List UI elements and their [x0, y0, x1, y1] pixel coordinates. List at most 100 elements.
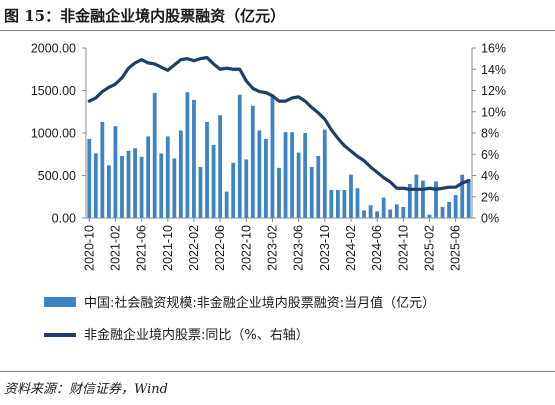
line-series-layer — [87, 55, 471, 191]
bar — [250, 105, 255, 218]
bar — [421, 180, 425, 218]
bar — [316, 155, 321, 218]
figure-title-bar: 图 15：非金融企业境内股票融资（亿元） — [0, 0, 555, 31]
x-tick-label: 2023-10 — [318, 225, 332, 271]
bar — [146, 136, 151, 218]
bar — [172, 158, 177, 218]
bar — [107, 165, 111, 218]
bottom-rule — [0, 371, 555, 372]
x-tick-label: 2020-10 — [82, 225, 96, 271]
bar — [113, 126, 118, 218]
x-tick-label: 2021-06 — [135, 225, 149, 271]
legend: 中国:社会融资规模:非金融企业境内股票融资:当月值（亿元） 非金融企业境内股票:… — [44, 295, 435, 343]
x-tick-label: 2023-02 — [265, 225, 279, 271]
left-tick-label: 500.00 — [38, 169, 76, 183]
bar — [466, 178, 471, 218]
bar — [139, 156, 144, 218]
x-tick-label: 2025-02 — [422, 225, 436, 271]
legend-label-bar: 中国:社会融资规模:非金融企业境内股票融资:当月值（亿元） — [84, 295, 435, 311]
bar — [309, 167, 314, 218]
bar — [427, 214, 432, 218]
right-tick-label: 0% — [481, 212, 499, 226]
right-tick-label: 6% — [481, 148, 499, 162]
bar — [381, 197, 386, 218]
bar — [159, 153, 164, 218]
figure-title: 图 15：非金融企业境内股票融资（亿元） — [4, 7, 286, 25]
x-tick-label: 2023-06 — [292, 225, 306, 271]
x-tick-label: 2024-10 — [396, 225, 410, 271]
axes: 0.00 500.00 1000.00 1500.00 2000.00 0% 2% 4% 6% 8… — [31, 42, 506, 271]
x-tick-label: 2024-06 — [370, 225, 384, 271]
bar — [303, 133, 308, 218]
bar — [388, 209, 393, 218]
bar — [277, 167, 281, 218]
x-tick-label: 2022-06 — [213, 225, 227, 271]
bar — [460, 174, 465, 218]
right-tick-label: 4% — [481, 169, 499, 183]
bar — [447, 201, 451, 218]
bar — [283, 132, 288, 218]
bar — [133, 148, 137, 218]
source-note: 资料来源：财信证券，Wind — [4, 382, 168, 397]
bar — [355, 188, 360, 218]
bar — [126, 150, 131, 218]
bar — [237, 94, 242, 218]
right-tick-label: 16% — [481, 42, 506, 56]
bar — [434, 181, 438, 218]
x-tick-label: 2024-02 — [344, 225, 358, 271]
right-tick-label: 12% — [481, 84, 506, 98]
bar — [185, 92, 190, 218]
left-tick-label: 2000.00 — [31, 42, 76, 56]
bar — [322, 129, 327, 218]
bar — [205, 121, 209, 218]
bar — [335, 189, 340, 218]
chart: 0.00 500.00 1000.00 1500.00 2000.00 0% 2% 4% 6% 8… — [31, 42, 506, 344]
bar — [120, 155, 124, 218]
bar — [192, 99, 196, 218]
bar — [198, 167, 203, 218]
bar — [401, 206, 406, 218]
bar — [375, 211, 380, 218]
x-tick-label: 2021-02 — [108, 225, 122, 271]
bar — [244, 159, 249, 218]
bar-series — [87, 92, 471, 218]
legend-swatch-bar — [44, 297, 76, 307]
bar — [257, 130, 262, 218]
bar — [349, 174, 353, 218]
right-tick-label: 8% — [481, 127, 499, 141]
right-tick-label: 14% — [481, 63, 506, 77]
bar — [290, 132, 294, 218]
x-tick-label: 2022-10 — [239, 225, 253, 271]
bar — [440, 206, 445, 218]
bar — [165, 136, 170, 218]
x-tick-label: 2021-10 — [161, 225, 175, 271]
bar — [407, 184, 412, 218]
bar — [231, 162, 236, 218]
bar — [342, 189, 347, 218]
x-tick-label: 2025-06 — [449, 225, 463, 271]
bar — [93, 153, 98, 218]
bar — [152, 93, 157, 218]
bar — [414, 174, 419, 218]
bar — [296, 152, 301, 218]
right-tick-label: 10% — [481, 105, 506, 119]
bar — [100, 121, 105, 218]
bar — [211, 144, 216, 218]
x-tick-label: 2022-02 — [187, 225, 201, 271]
bar — [87, 138, 92, 218]
left-tick-label: 0.00 — [52, 212, 76, 226]
left-tick-label: 1000.00 — [31, 127, 76, 141]
bar — [270, 94, 275, 218]
bar — [218, 115, 223, 218]
right-tick-label: 2% — [481, 190, 499, 204]
bar — [368, 205, 373, 218]
left-tick-label: 1500.00 — [31, 84, 76, 98]
bar — [329, 189, 334, 218]
legend-label-line: 非金融企业境内股票:同比（%、右轴） — [84, 327, 309, 343]
bar — [453, 195, 458, 218]
bar — [362, 210, 366, 218]
bar — [394, 204, 399, 218]
bar — [264, 138, 268, 218]
line-series — [87, 55, 471, 191]
bar — [224, 191, 229, 218]
